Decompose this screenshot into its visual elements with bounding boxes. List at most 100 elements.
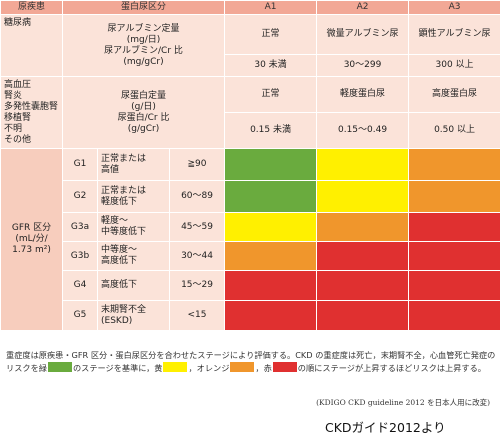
other-disease: 高血圧 腎炎 多発性嚢胞腎 移植腎 不明 その他: [0, 76, 63, 149]
other-measure-line: 尿蛋白定量: [121, 90, 167, 101]
note-text: のステージを基準に，黄: [72, 363, 163, 373]
gfr-category-label: GFR 区分 (mL/分/1.73 m²): [0, 148, 63, 331]
other-measure-line: (g/日): [131, 101, 156, 112]
other-a2-label: 軽度蛋白尿: [316, 76, 410, 113]
other-disease-line: 腎炎: [4, 90, 23, 101]
red-swatch: [272, 362, 297, 372]
gfr-stage-code: G5: [62, 300, 98, 331]
gfr-stage-description: 中等度～ 高度低下: [97, 241, 170, 271]
diabetes-a2-label: 微量アルブミン尿: [316, 14, 410, 55]
gfr-stage-description: 正常または 高値: [97, 148, 170, 181]
gfr-stage-range: ≧90: [168, 148, 226, 181]
gfr-stage-row: G3b 中等度～ 高度低下 30～44: [1, 241, 500, 271]
gfr-stage-description: 末期腎不全 (ESKD): [97, 300, 170, 331]
diabetes-measure-line: (mg/日): [126, 34, 161, 45]
diabetes-measure-line: 尿アルブミン/Cr 比: [104, 45, 183, 56]
severity-note: 重症度は原疾患・GFR 区分・蛋白尿区分を合わせたステージにより評価する。CKD…: [6, 349, 496, 375]
risk-cell-a2: [316, 270, 410, 301]
other-disease-line: 移植腎: [4, 112, 32, 123]
gfr-stage-range: 45～59: [168, 212, 226, 242]
header-a3: A3: [408, 0, 500, 15]
other-disease-line: 高血圧: [4, 79, 32, 90]
ckd-severity-table: 原疾患 蛋白尿区分 A1 A2 A3 糖尿病 尿アルブミン定量 (mg/日) 尿…: [0, 0, 500, 331]
header-protein-category: 蛋白尿区分: [61, 0, 226, 15]
gfr-stage-description-line: (ESKD): [101, 315, 133, 326]
yellow-swatch: [163, 362, 188, 372]
risk-cell-a3: [408, 148, 500, 181]
risk-cell-a1: [224, 212, 318, 242]
risk-cell-a2: [316, 212, 410, 242]
header-a1: A1: [224, 0, 318, 15]
gfr-stage-row: G3a 軽度～ 中等度低下 45～59: [1, 212, 500, 242]
other-range-row: 0.15 未満 0.15～0.49 0.50 以上: [1, 112, 500, 149]
risk-cell-a1: [224, 241, 318, 271]
risk-cell-a1: [224, 300, 318, 331]
gfr-label-line: 1.73 m²): [12, 245, 51, 255]
green-swatch: [47, 362, 72, 372]
gfr-stage-description: 軽度～ 中等度低下: [97, 212, 170, 242]
gfr-stage-description-line: 軽度～: [101, 216, 129, 226]
gfr-stage-code: G2: [62, 180, 98, 213]
orange-swatch: [230, 362, 255, 372]
header-row: 原疾患 蛋白尿区分 A1 A2 A3: [0, 0, 500, 15]
gfr-stage-code: G3a: [62, 212, 98, 242]
risk-cell-a3: [408, 241, 500, 271]
diabetes-a1-label: 正常: [224, 14, 318, 55]
gfr-stage-description-line: 正常または: [101, 185, 147, 196]
gfr-stage-description-line: 高度低下: [101, 256, 138, 266]
gfr-stage-description: 正常または 軽度低下: [97, 180, 170, 213]
diabetes-measure-line: 尿アルブミン定量: [107, 23, 180, 34]
gfr-stage-range: 30～44: [168, 241, 226, 271]
gfr-stage-description-line: 高度低下: [101, 280, 138, 290]
diabetes-measure-line: (mg/gCr): [123, 56, 164, 67]
risk-cell-a1: [224, 180, 318, 213]
gfr-stage-range: <15: [168, 300, 226, 331]
gfr-stage-row: G5 末期腎不全 (ESKD) <15: [1, 300, 500, 331]
risk-cell-a2: [316, 180, 410, 213]
gfr-stage-row: G4 高度低下 15～29: [1, 270, 500, 301]
gfr-stage-description-line: 軽度低下: [101, 196, 138, 207]
gfr-label-line: (mL/分/: [15, 234, 48, 244]
other-measure: 尿蛋白定量 (g/日) 尿蛋白/Cr 比 (g/gCr): [61, 76, 226, 149]
note-text: 重症度は原疾患・GFR 区分・蛋白尿区分を合わせたステージにより評価する。CKD…: [6, 350, 496, 373]
gfr-stage-code: G1: [62, 148, 98, 181]
other-disease-line: 多発性嚢胞腎: [4, 101, 59, 112]
gfr-stage-range: 60～89: [168, 180, 226, 213]
other-disease-line: 不明: [4, 123, 23, 134]
kdigo-credit: (KDIGO CKD guideline 2012 を日本人用に改変): [316, 398, 490, 407]
diabetes-a1-range: 30 未満: [224, 54, 318, 77]
risk-cell-a3: [408, 180, 500, 213]
risk-cell-a2: [316, 241, 410, 271]
diabetes-disease: 糖尿病: [0, 14, 63, 77]
diabetes-a2-range: 30～299: [316, 54, 410, 77]
other-row: 高血圧 腎炎 多発性嚢胞腎 移植腎 不明 その他 尿蛋白定量 (g/日) 尿蛋白…: [0, 76, 500, 149]
gfr-stage-description-line: 高値: [101, 164, 120, 175]
risk-cell-a2: [316, 300, 410, 331]
gfr-stage-code: G3b: [62, 241, 98, 271]
gfr-stage-row: G2 正常または 軽度低下 60～89: [1, 180, 500, 213]
gfr-stage-range: 15～29: [168, 270, 226, 301]
diabetes-row: 糖尿病 尿アルブミン定量 (mg/日) 尿アルブミン/Cr 比 (mg/gCr)…: [0, 14, 500, 77]
gfr-stage-description-line: 末期腎不全: [101, 304, 147, 315]
gfr-label-line: GFR 区分: [11, 223, 52, 233]
note-text: の順にステージが上昇するほどリスクは上昇する。: [297, 363, 486, 373]
gfr-stage-description-line: 中等度～: [101, 245, 138, 255]
other-disease-line: その他: [4, 134, 32, 145]
gfr-stage-description: 高度低下: [97, 270, 170, 301]
other-measure-line: (g/gCr): [127, 123, 160, 134]
gfr-stage-description-line: 正常または: [101, 153, 147, 164]
other-a3-label: 高度蛋白尿: [408, 76, 500, 113]
diabetes-measure: 尿アルブミン定量 (mg/日) 尿アルブミン/Cr 比 (mg/gCr): [61, 14, 226, 77]
other-a1-label: 正常: [224, 76, 318, 113]
diabetes-a3-label: 顕性アルブミン尿: [408, 14, 500, 55]
risk-cell-a1: [224, 270, 318, 301]
diabetes-a3-range: 300 以上: [408, 54, 500, 77]
other-a2-range: 0.15～0.49: [316, 112, 410, 149]
header-disease: 原疾患: [0, 0, 63, 15]
other-a3-range: 0.50 以上: [408, 112, 500, 149]
note-text: ，オレンジ: [188, 363, 230, 373]
gfr-stage-code: G4: [62, 270, 98, 301]
other-a1-range: 0.15 未満: [224, 112, 318, 149]
risk-cell-a3: [408, 300, 500, 331]
